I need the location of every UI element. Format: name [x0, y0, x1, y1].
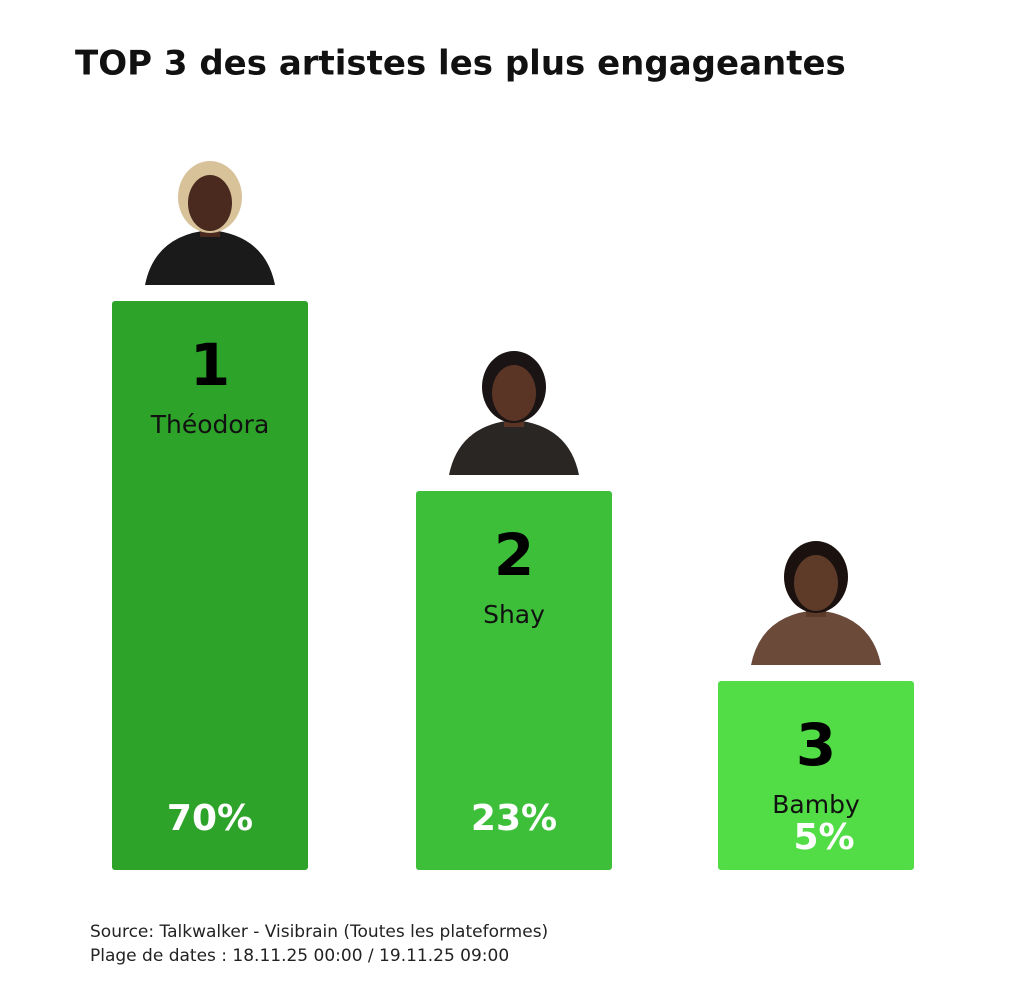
avatar-face [492, 365, 536, 421]
avatar-body [449, 420, 579, 475]
artist-name: Shay [483, 600, 545, 629]
rank-label: 1 [190, 331, 230, 399]
avatar-body [751, 610, 881, 665]
artist-name: Bamby [772, 790, 860, 819]
rank-label: 2 [494, 521, 534, 589]
rank-label: 3 [796, 711, 836, 779]
avatar-body [145, 230, 275, 285]
value-label: 5% [793, 817, 854, 858]
podium-bar [718, 681, 914, 870]
value-label: 23% [471, 798, 557, 839]
podium-bar [112, 301, 308, 870]
artist-name: Théodora [150, 410, 270, 439]
chart-title: TOP 3 des artistes les plus engageantes [75, 44, 846, 84]
source-line: Source: Talkwalker - Visibrain (Toutes l… [90, 922, 548, 942]
avatar-face [794, 555, 838, 611]
source-line: Plage de dates : 18.11.25 00:00 / 19.11.… [90, 946, 509, 966]
value-label: 70% [167, 798, 253, 839]
avatar-face [188, 175, 232, 231]
podium-bar [416, 491, 612, 870]
